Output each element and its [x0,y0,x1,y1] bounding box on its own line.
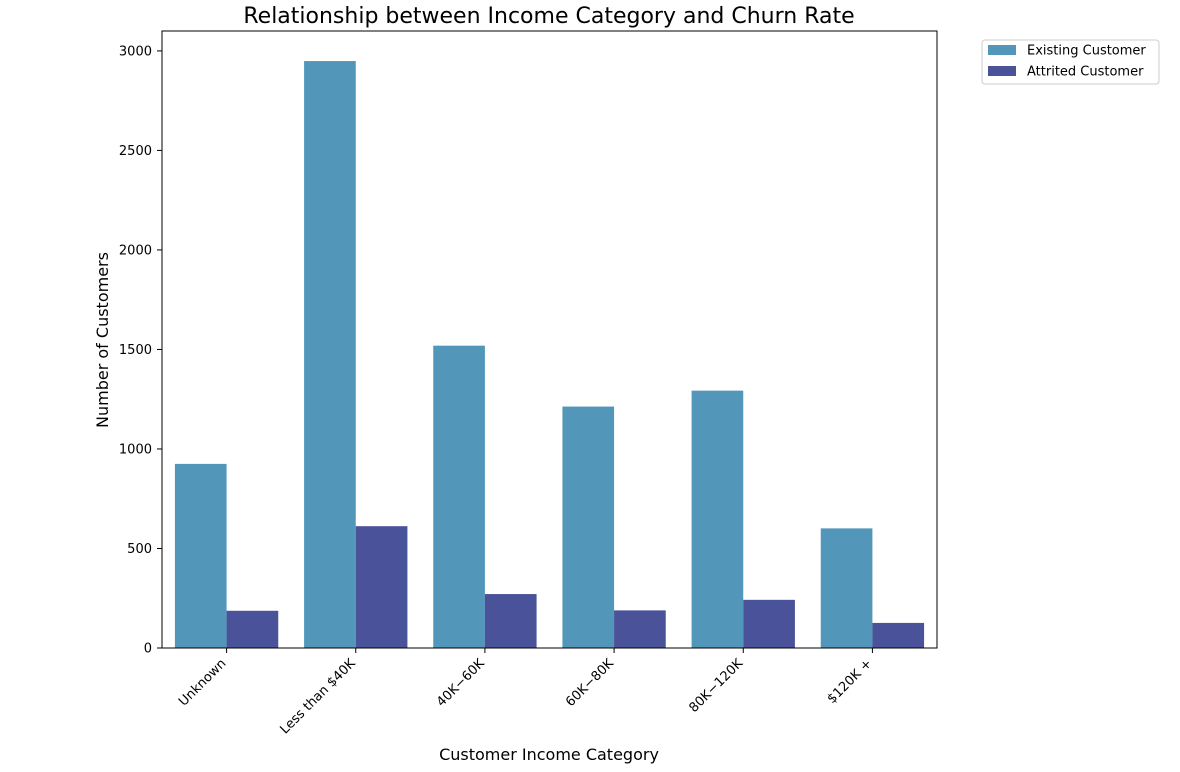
x-tick-label-4: 80K−120K [686,656,746,716]
bar-attrited-3 [614,610,666,648]
y-tick-label-5: 2500 [119,144,152,159]
legend-label-0: Existing Customer [1027,44,1146,59]
bar-existing-4 [691,390,744,648]
legend-swatch-0 [988,45,1016,55]
bars-layer [174,61,925,648]
x-tick-label-5: $120K + [825,656,876,707]
x-tick-label-0: Unknown [176,656,229,709]
y-tick-label-3: 1500 [119,343,152,358]
x-tick-label-3: 60K−80K [563,656,617,710]
legend: Existing Customer Attrited Customer [981,39,1160,85]
bar-existing-3 [562,406,615,648]
bar-attrited-0 [226,610,279,648]
x-axis: Unknown Less than $40K 40K−60K 60K−80K 80K−1… [176,648,875,737]
x-axis-label: Customer Income Category [439,745,659,764]
y-tick-label-1: 500 [127,542,152,557]
legend-swatch-1 [988,66,1016,76]
y-tick-label-6: 3000 [119,44,152,59]
legend-frame [981,39,1160,85]
bar-existing-2 [433,345,485,648]
y-axis-label: Number of Customers [93,252,112,428]
bar-attrited-2 [484,594,537,648]
plot-frame [161,30,938,649]
y-tick-label-0: 0 [144,642,152,657]
legend-label-1: Attrited Customer [1027,65,1144,80]
chart-title: Relationship between Income Category and… [243,4,854,29]
x-tick-label-2: 40K−60K [434,656,488,710]
y-tick-label-4: 2000 [119,243,152,258]
y-tick-label-2: 1000 [119,442,152,457]
bar-attrited-1 [355,526,408,648]
bar-existing-1 [304,61,356,648]
bar-existing-0 [174,463,227,648]
y-axis: 0 500 1000 1500 2000 2500 3000 [119,44,162,657]
x-tick-label-1: Less than $40K [277,656,358,737]
bar-attrited-5 [872,622,925,648]
bar-existing-5 [820,528,873,648]
bar-attrited-4 [743,599,795,648]
